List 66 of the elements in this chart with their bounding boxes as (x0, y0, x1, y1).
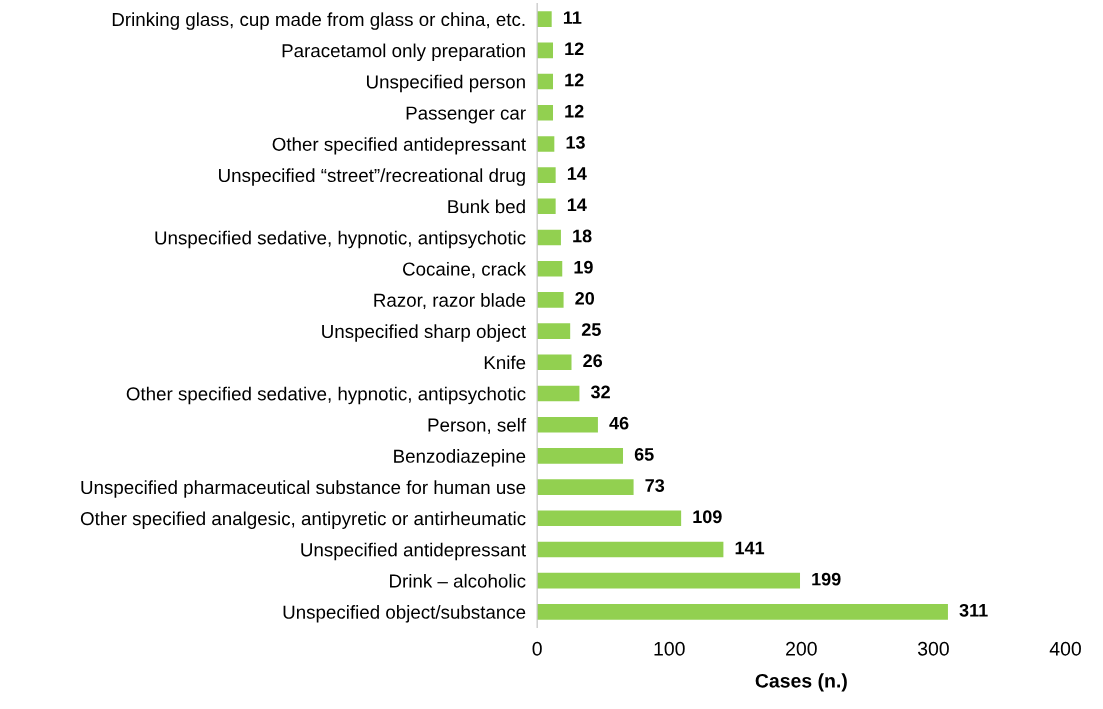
bar (537, 73, 554, 90)
bar (537, 42, 554, 59)
y-tick-label: Other specified antidepressant (272, 137, 526, 155)
data-label: 141 (735, 541, 765, 555)
bar (537, 104, 554, 121)
y-tick-label: Unspecified antidepressant (301, 542, 526, 561)
y-tick-label: Drink – alcoholic (390, 573, 526, 588)
data-label: 13 (566, 135, 585, 149)
data-label: 12 (565, 73, 584, 87)
data-label: 11 (563, 11, 582, 24)
bar (537, 198, 556, 215)
data-label: 19 (574, 260, 593, 274)
y-tick-label: Passenger car (406, 106, 526, 124)
data-label: 14 (567, 198, 587, 211)
bar (537, 136, 555, 152)
data-label: 18 (573, 229, 592, 243)
y-tick-label: Unspecified sharp object (322, 324, 526, 342)
data-label: 12 (565, 42, 584, 56)
y-tick-label: Unspecified object/substance (283, 605, 526, 623)
y-tick-label: Benzodiazepine (394, 449, 526, 467)
y-tick-label: Unspecified person (367, 74, 525, 93)
y-tick-label: Razor, razor blade (374, 293, 526, 310)
bar (537, 541, 724, 558)
data-label: 20 (575, 291, 595, 305)
bar (537, 323, 571, 339)
y-tick-label: Person, self (428, 417, 527, 434)
x-axis-title: Cases (n.) (755, 673, 847, 692)
data-label: 25 (581, 323, 601, 336)
y-tick-label: Knife (484, 355, 526, 370)
data-label: 12 (565, 104, 584, 118)
bar (537, 354, 572, 371)
bar (537, 11, 552, 27)
data-label: 109 (693, 510, 722, 524)
y-tick-label: Cocaine, crack (403, 261, 527, 278)
bar (537, 510, 682, 527)
x-tick-label: 400 (1049, 641, 1081, 656)
data-label: 73 (645, 479, 665, 492)
bar (537, 416, 598, 433)
y-tick-label: Other specified sedative, hypnotic, antipsychotic (126, 386, 526, 405)
y-tick-label: Drinking glass, cup made from glass or china, etc. (112, 12, 525, 30)
data-label: 26 (583, 354, 603, 368)
y-tick-label: Unspecified “street”/recreational drug (219, 168, 525, 186)
data-label: 32 (590, 385, 610, 399)
y-tick-label: Unspecified sedative, hypnotic, antipsychotic (155, 230, 526, 249)
bar (537, 385, 580, 402)
bar (537, 479, 634, 495)
y-tick-label: Paracetamol only preparation (282, 43, 525, 62)
x-tick-label: 0 (532, 641, 542, 656)
data-label: 199 (812, 572, 841, 586)
data-label: 65 (634, 447, 654, 461)
bar (537, 229, 561, 246)
data-label: 46 (609, 416, 629, 430)
bar (537, 604, 948, 620)
bar (537, 260, 563, 277)
data-label: 311 (959, 603, 988, 617)
bar (537, 167, 556, 183)
y-tick-label: Other specified analgesic, antipyretic or antirheumatic (80, 511, 526, 529)
x-tick-label: 300 (917, 641, 949, 656)
bar (537, 292, 564, 308)
bar (537, 572, 801, 589)
y-tick-label: Unspecified pharmaceutical substance for human use (81, 480, 526, 498)
y-tick-label: Bunk bed (448, 199, 525, 214)
data-label: 14 (567, 167, 587, 180)
bar (537, 448, 624, 464)
x-tick-label: 100 (654, 641, 685, 656)
x-tick-label: 200 (786, 641, 817, 656)
